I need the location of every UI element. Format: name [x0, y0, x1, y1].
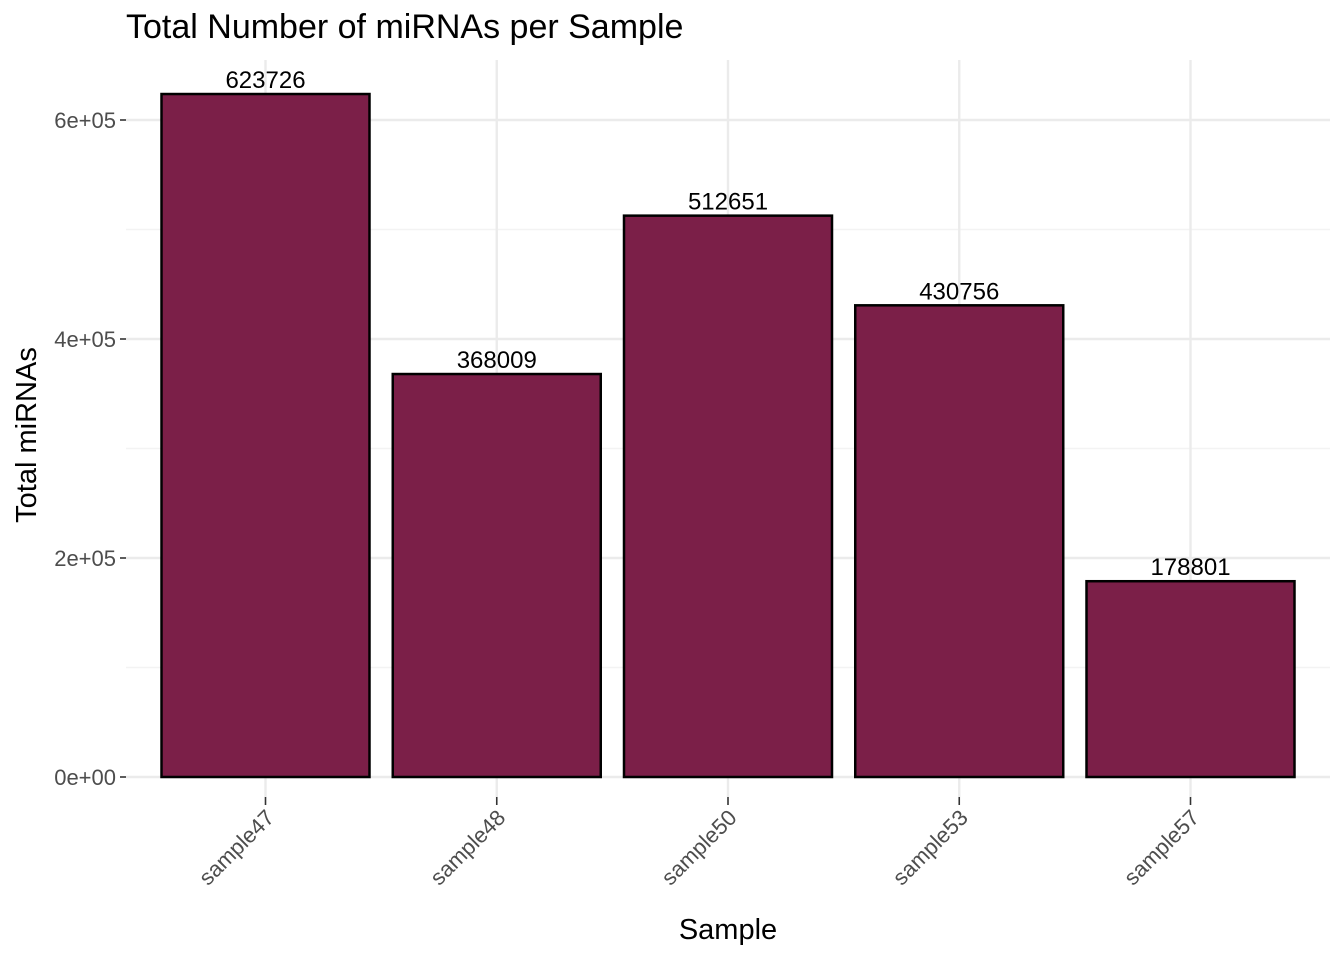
- bar-sample47: [160, 92, 371, 779]
- bar-sample48: [391, 372, 602, 779]
- bar-sample50: [622, 214, 834, 779]
- data-label-sample47: 623726: [225, 67, 305, 94]
- x-tick-label-sample53: sample53: [888, 805, 973, 890]
- y-axis-title: Total miRNAs: [11, 347, 43, 523]
- x-tick-label-sample48: sample48: [425, 805, 510, 890]
- x-tick-label-sample50: sample50: [656, 805, 741, 890]
- data-labels-layer: 623726 368009 512651 430756 178801: [225, 67, 1230, 581]
- chart-title: Total Number of miRNAs per Sample: [126, 8, 683, 46]
- bars-layer: [160, 92, 1296, 779]
- y-tick-label: 0e+00: [54, 765, 116, 790]
- y-tick-label: 6e+05: [54, 108, 116, 133]
- data-label-sample50: 512651: [688, 189, 768, 216]
- bar-sample53: [854, 304, 1065, 779]
- bar-sample57: [1085, 579, 1296, 779]
- x-tick-label-sample47: sample47: [194, 805, 279, 890]
- x-tick-label-sample57: sample57: [1119, 805, 1204, 890]
- data-label-sample53: 430756: [919, 278, 999, 305]
- data-label-sample48: 368009: [457, 347, 537, 374]
- x-axis-title: Sample: [679, 914, 777, 946]
- data-label-sample57: 178801: [1150, 554, 1230, 581]
- y-tick-label: 4e+05: [54, 327, 116, 352]
- y-tick-label: 2e+05: [54, 546, 116, 571]
